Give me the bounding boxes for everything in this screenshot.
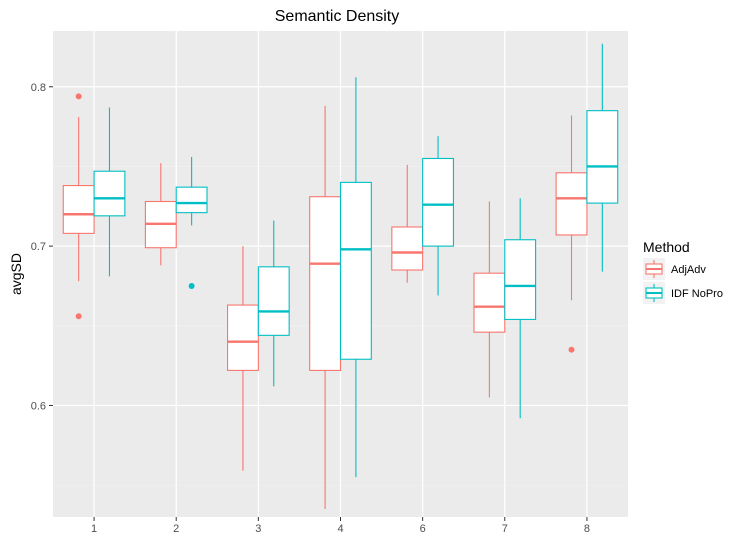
box-idf-nopro-2 [175, 156, 208, 289]
box-adjadv-2 [144, 163, 177, 266]
legend-item-adjadv: AdjAdv [643, 258, 706, 280]
x-tick-label: 2 [173, 523, 179, 535]
y-axis-title: avgSD [8, 253, 24, 295]
box-iqr [175, 186, 208, 214]
box-adjadv-3 [227, 246, 259, 471]
box-idf-nopro-8 [586, 43, 619, 272]
box-iqr [257, 266, 290, 336]
box-iqr [422, 157, 454, 247]
box-iqr [227, 304, 259, 371]
outlier-point [75, 93, 82, 100]
y-axis: 0.6 0.7 0.8 [31, 82, 53, 412]
chart-title: Semantic Density [275, 8, 400, 25]
y-tick-label: 0.6 [31, 400, 46, 412]
box-adjadv-8 [555, 115, 588, 353]
box-iqr [339, 181, 372, 360]
y-tick-label: 0.7 [31, 241, 46, 253]
box-adjadv-6 [391, 164, 424, 283]
box-idf-nopro-7 [504, 198, 537, 419]
box-iqr [473, 272, 506, 333]
y-tick-label: 0.8 [31, 82, 46, 94]
box-iqr [504, 239, 537, 320]
box-iqr [391, 226, 424, 271]
box-idf-nopro-6 [422, 136, 454, 296]
box-idf-nopro-4 [339, 77, 372, 478]
legend-item-idf-nopro: IDF NoPro [643, 282, 723, 304]
box-iqr [555, 172, 588, 236]
box-idf-nopro-3 [257, 220, 290, 387]
outlier-point [75, 313, 82, 320]
x-axis: 1 2 3 4 6 7 8 [91, 517, 590, 535]
legend: Method AdjAdv IDF NoPro [643, 239, 723, 304]
x-tick-label: 8 [584, 523, 590, 535]
box-adjadv-1 [62, 93, 95, 320]
x-tick-label: 3 [255, 523, 261, 535]
legend-title: Method [643, 239, 690, 255]
outlier-point [568, 346, 575, 353]
box-adjadv-7 [473, 201, 506, 398]
box-iqr [309, 196, 342, 371]
box-iqr [93, 170, 126, 217]
box-series [62, 43, 619, 510]
legend-label: IDF NoPro [671, 288, 723, 300]
x-tick-label: 4 [337, 523, 343, 535]
box-iqr [62, 185, 95, 234]
x-tick-label: 1 [91, 523, 97, 535]
x-tick-label: 7 [502, 523, 508, 535]
box-iqr [586, 110, 619, 204]
outlier-point [188, 282, 195, 289]
x-tick-label: 6 [420, 523, 426, 535]
legend-label: AdjAdv [671, 264, 706, 276]
box-idf-nopro-1 [93, 107, 126, 277]
